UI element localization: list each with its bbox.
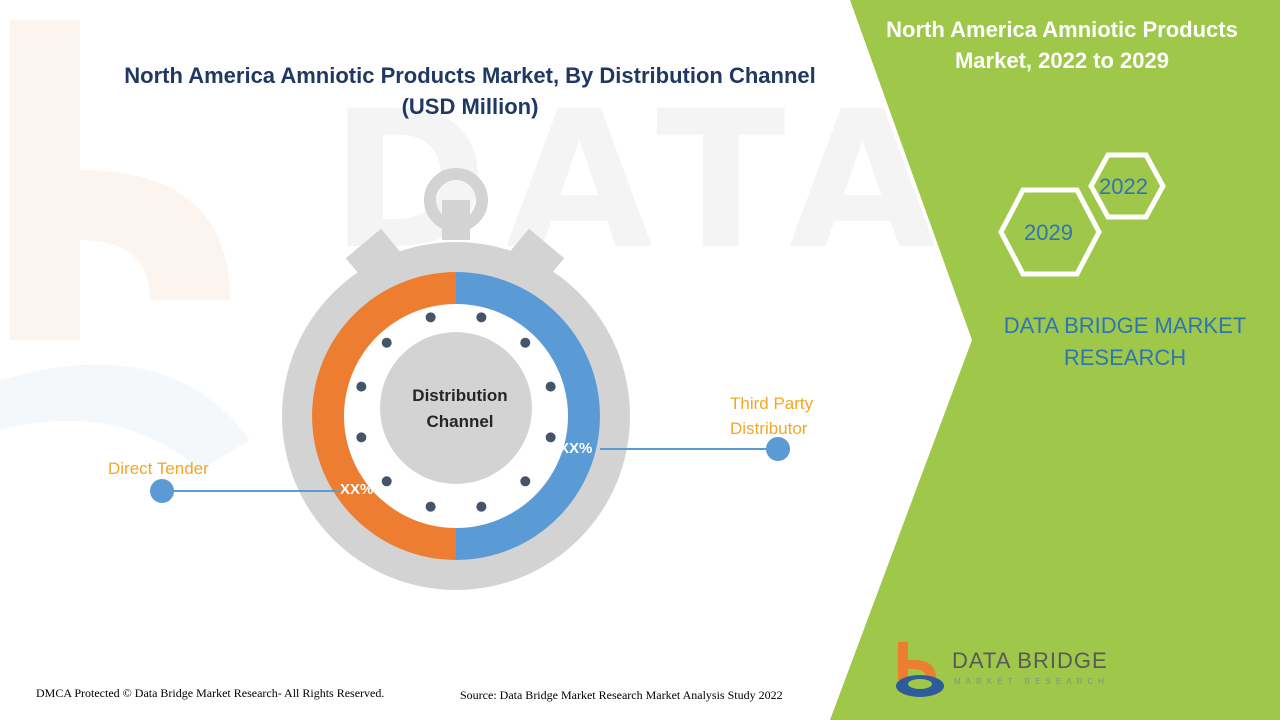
hex-2022 [1088, 152, 1166, 220]
dial-dot [520, 476, 531, 487]
chart-title: North America Amniotic Products Market, … [124, 63, 816, 119]
leader-direct-tender [150, 479, 340, 503]
dial-dot [381, 476, 392, 487]
dial-dot [476, 501, 487, 512]
category-label-third-party-distributor: Third Party Distributor [730, 394, 814, 438]
dial-dot [425, 312, 436, 323]
dial-dot [381, 337, 392, 348]
data-label-third-party-distributor: XX% [559, 440, 593, 457]
source-text: Source: Data Bridge Market Research Mark… [460, 688, 783, 702]
category-label-direct-tender: Direct Tender [108, 459, 209, 478]
distribution-channel-chart [150, 168, 790, 590]
watermark-logo [0, 20, 250, 470]
data-label-direct-tender: XX% [340, 481, 374, 498]
hex-2029 [998, 187, 1102, 277]
leader-third-party-distributor [600, 437, 790, 461]
copyright-text: DMCA Protected © Data Bridge Market Rese… [36, 686, 385, 700]
dial-dot [356, 432, 367, 443]
dial-dot [545, 432, 556, 443]
dial-dots [356, 312, 556, 512]
center-disc [380, 332, 532, 484]
panel-title: North America Amniotic Products Market, … [886, 17, 1238, 73]
dial-dot [545, 381, 556, 392]
logo-name: DATA BRIDGE [952, 648, 1108, 673]
brand-label: DATA BRIDGE MARKET RESEARCH [1003, 313, 1247, 370]
dial-dot [356, 381, 367, 392]
data-bridge-logo-icon [896, 642, 944, 697]
dial-dot [476, 312, 487, 323]
dial-dot [425, 501, 436, 512]
logo-tagline: MARKET RESEARCH [954, 677, 1109, 686]
year-start-label: 2022 [1099, 174, 1148, 199]
stopwatch-crown [345, 168, 565, 282]
dial-dot [520, 337, 531, 348]
year-end-label: 2029 [1024, 220, 1073, 245]
chart-center-label: Distribution Channel [412, 386, 508, 431]
